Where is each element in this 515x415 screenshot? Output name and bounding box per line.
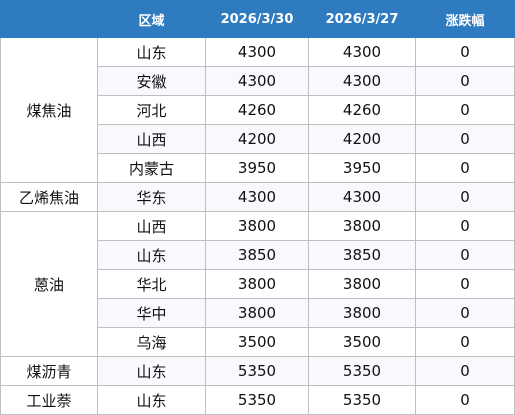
product-group-cell: 煤沥青 [0, 356, 98, 386]
table-row: 河北 4260 4260 0 [1, 95, 515, 125]
price-date-1-cell: 5350 [205, 385, 309, 415]
price-date-2-cell: 4300 [308, 37, 416, 67]
table-row: 乙烯焦油 华东 4300 4300 0 [0, 182, 515, 212]
change-cell: 0 [415, 240, 515, 270]
table-row: 华中 3800 3800 0 [1, 298, 515, 328]
header-product [0, 0, 98, 38]
table-row: 煤沥青 山东 5350 5350 0 [0, 356, 515, 386]
header-date-2: 2026/3/27 [308, 0, 416, 38]
price-date-2-cell: 4300 [308, 66, 416, 96]
change-cell: 0 [415, 182, 515, 212]
price-date-1-cell: 4200 [205, 124, 309, 154]
price-date-2-cell: 3950 [308, 153, 416, 183]
price-date-2-cell: 5350 [308, 356, 416, 386]
table-header: 区域 2026/3/30 2026/3/27 涨跌幅 [0, 0, 515, 38]
table-row: 安徽 4300 4300 0 [1, 66, 515, 96]
change-cell: 0 [415, 356, 515, 386]
region-cell: 山西 [97, 211, 206, 241]
header-region: 区域 [97, 0, 206, 38]
table-row: 山东 3850 3850 0 [1, 240, 515, 270]
price-date-1-cell: 3850 [205, 240, 309, 270]
price-date-1-cell: 3800 [205, 298, 309, 328]
table-body: 煤焦油 山东 4300 4300 0 安徽 4300 4300 0 河北 4260 4260 0 山西 42… [0, 37, 515, 415]
price-date-2-cell: 3800 [308, 298, 416, 328]
region-cell: 华北 [97, 269, 206, 299]
header-change: 涨跌幅 [415, 0, 515, 38]
header-row: 区域 2026/3/30 2026/3/27 涨跌幅 [0, 0, 515, 38]
table-row: 内蒙古 3950 3950 0 [1, 153, 515, 183]
table-row: 蒽油 山西 3800 3800 0 [0, 211, 515, 357]
price-date-1-cell: 3500 [205, 327, 309, 357]
change-cell: 0 [415, 66, 515, 96]
region-cell: 山东 [97, 356, 206, 386]
product-group-cell: 乙烯焦油 [0, 182, 98, 212]
price-date-1-cell: 4260 [205, 95, 309, 125]
region-cell: 华中 [97, 298, 206, 328]
region-cell: 安徽 [97, 66, 206, 96]
table-row: 华北 3800 3800 0 [1, 269, 515, 299]
table-row: 山西 4200 4200 0 [1, 124, 515, 154]
change-cell: 0 [415, 211, 515, 241]
change-cell: 0 [415, 124, 515, 154]
change-cell: 0 [415, 95, 515, 125]
price-date-1-cell: 4300 [205, 182, 309, 212]
price-date-2-cell: 3500 [308, 327, 416, 357]
price-date-2-cell: 4260 [308, 95, 416, 125]
product-group-cell: 蒽油 [0, 211, 98, 357]
region-cell: 山东 [97, 37, 206, 67]
region-cell: 内蒙古 [97, 153, 206, 183]
table-row: 煤焦油 山东 4300 4300 0 [0, 37, 515, 183]
region-cell: 河北 [97, 95, 206, 125]
product-group-cell: 工业萘 [0, 385, 98, 415]
change-cell: 0 [415, 269, 515, 299]
region-cell: 乌海 [97, 327, 206, 357]
change-cell: 0 [415, 153, 515, 183]
change-cell: 0 [415, 385, 515, 415]
table-row: 工业萘 山东 5350 5350 0 [0, 385, 515, 415]
price-date-1-cell: 3950 [205, 153, 309, 183]
price-date-1-cell: 4300 [205, 66, 309, 96]
price-date-2-cell: 5350 [308, 385, 416, 415]
change-cell: 0 [415, 298, 515, 328]
table-row: 乌海 3500 3500 0 [1, 327, 515, 357]
price-date-2-cell: 3800 [308, 269, 416, 299]
price-date-2-cell: 3800 [308, 211, 416, 241]
price-date-1-cell: 5350 [205, 356, 309, 386]
region-cell: 山西 [97, 124, 206, 154]
region-cell: 华东 [97, 182, 206, 212]
price-date-2-cell: 4300 [308, 182, 416, 212]
price-date-1-cell: 4300 [205, 37, 309, 67]
price-date-1-cell: 3800 [205, 269, 309, 299]
region-cell: 山东 [97, 240, 206, 270]
price-date-1-cell: 3800 [205, 211, 309, 241]
price-date-2-cell: 3850 [308, 240, 416, 270]
change-cell: 0 [415, 37, 515, 67]
price-date-2-cell: 4200 [308, 124, 416, 154]
header-date-1: 2026/3/30 [205, 0, 309, 38]
region-cell: 山东 [97, 385, 206, 415]
product-group-cell: 煤焦油 [0, 37, 98, 183]
change-cell: 0 [415, 327, 515, 357]
